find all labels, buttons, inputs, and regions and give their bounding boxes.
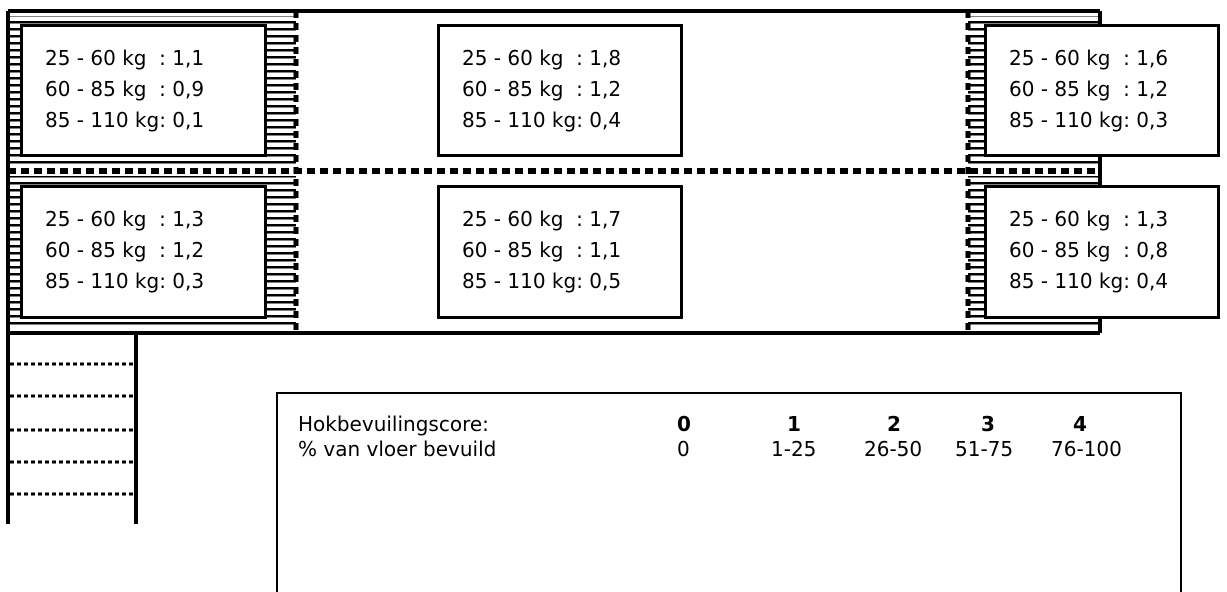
pen-line: 60 - 85 kg : 1,2 bbox=[462, 77, 622, 101]
pen-line: 25 - 60 kg : 1,8 bbox=[462, 46, 622, 70]
pen-line: 25 - 60 kg : 1,3 bbox=[1009, 207, 1169, 231]
pen-line: 85 - 110 kg: 0,1 bbox=[45, 108, 205, 132]
legend-percent: 51-75 bbox=[955, 437, 1014, 461]
legend-percent-label: % van vloer bevuild bbox=[298, 437, 497, 461]
legend-score: 3 bbox=[981, 412, 995, 436]
pen-line: 60 - 85 kg : 1,2 bbox=[1009, 77, 1169, 101]
pen-left-bottom: 25 - 60 kg : 1,3 60 - 85 kg : 1,2 85 - 1… bbox=[20, 185, 267, 319]
pen-line: 60 - 85 kg : 0,8 bbox=[1009, 238, 1169, 262]
pen-left-top: 25 - 60 kg : 1,1 60 - 85 kg : 0,9 85 - 1… bbox=[20, 24, 267, 157]
pen-line: 25 - 60 kg : 1,7 bbox=[462, 207, 622, 231]
pen-line: 60 - 85 kg : 1,2 bbox=[45, 238, 205, 262]
pen-line: 25 - 60 kg : 1,6 bbox=[1009, 46, 1169, 70]
legend-score: 1 bbox=[787, 412, 801, 436]
pen-right-bottom: 25 - 60 kg : 1,3 60 - 85 kg : 0,8 85 - 1… bbox=[984, 185, 1220, 319]
legend-score: 0 bbox=[677, 412, 691, 436]
pen-line: 25 - 60 kg : 1,3 bbox=[45, 207, 205, 231]
pen-right-top: 25 - 60 kg : 1,6 60 - 85 kg : 1,2 85 - 1… bbox=[984, 24, 1220, 157]
legend-score: 4 bbox=[1073, 412, 1087, 436]
pen-line: 25 - 60 kg : 1,1 bbox=[45, 46, 205, 70]
legend-score: 2 bbox=[887, 412, 901, 436]
legend-percent: 0 bbox=[677, 437, 690, 461]
legend-percent: 1-25 bbox=[771, 437, 817, 461]
pen-middle-top: 25 - 60 kg : 1,8 60 - 85 kg : 1,2 85 - 1… bbox=[437, 24, 683, 157]
pen-line: 60 - 85 kg : 0,9 bbox=[45, 77, 205, 101]
pen-middle-bottom: 25 - 60 kg : 1,7 60 - 85 kg : 1,1 85 - 1… bbox=[437, 185, 683, 319]
pen-line: 85 - 110 kg: 0,3 bbox=[1009, 108, 1169, 132]
legend-percent: 26-50 bbox=[864, 437, 923, 461]
legend-box: Hokbevuilingscore: % van vloer bevuild 0… bbox=[276, 392, 1182, 592]
pen-line: 85 - 110 kg: 0,4 bbox=[462, 108, 622, 132]
legend-score-label: Hokbevuilingscore: bbox=[298, 412, 489, 436]
pen-line: 85 - 110 kg: 0,5 bbox=[462, 269, 622, 293]
legend-percent: 76-100 bbox=[1051, 437, 1122, 461]
pen-line: 60 - 85 kg : 1,1 bbox=[462, 238, 622, 262]
pen-line: 85 - 110 kg: 0,3 bbox=[45, 269, 205, 293]
pen-line: 85 - 110 kg: 0,4 bbox=[1009, 269, 1169, 293]
